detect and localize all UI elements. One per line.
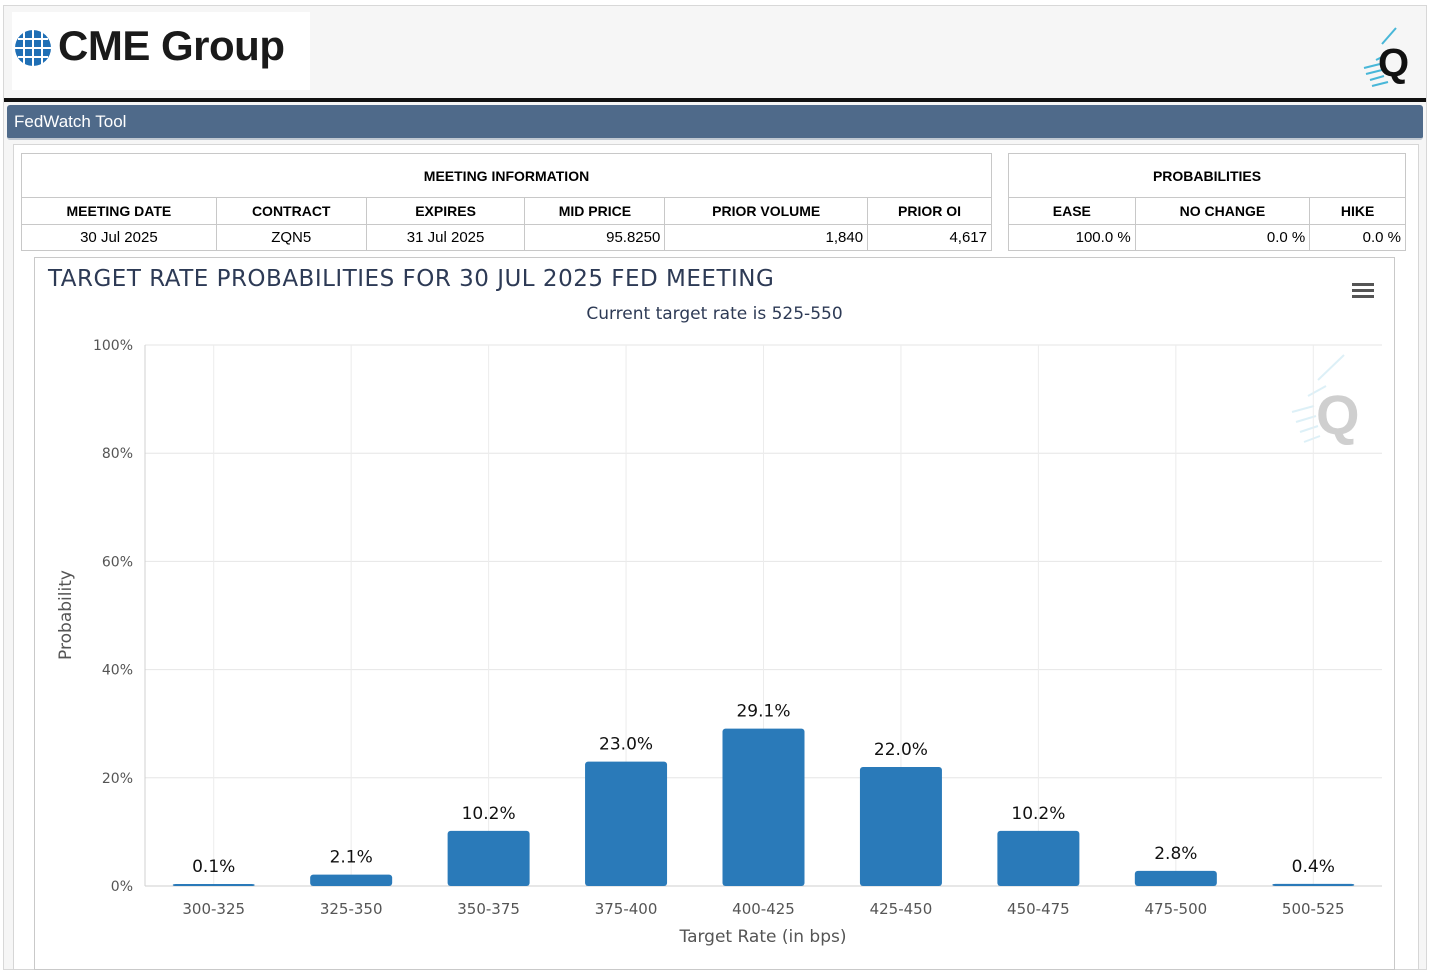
no-change-value: 0.0 % (1134, 224, 1311, 251)
tool-title: FedWatch Tool (14, 112, 127, 131)
svg-text:Q: Q (1378, 41, 1409, 85)
tool-title-bar: FedWatch Tool (7, 105, 1423, 140)
data-label: 23.0% (599, 735, 653, 755)
y-tick-label: 100% (93, 338, 133, 354)
data-label: 22.0% (874, 740, 928, 760)
expires-value: 31 Jul 2025 (365, 224, 526, 251)
probabilities-table: PROBABILITIES EASE NO CHANGE HIKE 100.0 … (1008, 153, 1406, 251)
chart-subtitle: Current target rate is 525-550 (586, 304, 843, 324)
col-prior-oi: PRIOR OI (867, 197, 992, 225)
x-tick-label: 450-475 (1007, 900, 1070, 918)
header-divider (4, 98, 1426, 102)
x-tick-label: 325-350 (320, 900, 383, 918)
data-label: 0.4% (1292, 857, 1335, 877)
x-tick-label: 400-425 (732, 900, 795, 918)
y-tick-label: 0% (111, 879, 133, 895)
data-label: 29.1% (736, 702, 790, 722)
col-ease: EASE (1008, 197, 1136, 225)
meeting-information-heading: MEETING INFORMATION (21, 153, 992, 198)
data-label: 2.1% (330, 848, 373, 868)
brand-name: CME Group (58, 22, 285, 69)
y-tick-label: 80% (102, 446, 133, 462)
col-no-change: NO CHANGE (1134, 197, 1311, 225)
chart-subtitle-wrap: Current target rate is 525-550 (0, 304, 1431, 324)
prior-oi-value: 4,617 (867, 224, 992, 251)
y-tick-label: 60% (102, 554, 133, 570)
data-label: 2.8% (1154, 844, 1197, 864)
table-row: 100.0 % 0.0 % 0.0 % (1008, 224, 1406, 251)
ease-value: 100.0 % (1008, 224, 1136, 251)
bar-450-475[interactable] (997, 830, 1080, 886)
watermark-q-icon: Q (1291, 354, 1360, 446)
cme-logo[interactable] (12, 12, 310, 90)
data-label: 10.2% (462, 804, 516, 824)
col-contract: CONTRACT (215, 197, 367, 225)
chart-container (34, 257, 1395, 970)
y-tick-label: 40% (102, 663, 133, 679)
bar-325-350[interactable] (310, 874, 393, 886)
site-header (4, 6, 1426, 100)
x-tick-label: 350-375 (457, 900, 520, 918)
globe-icon (15, 30, 51, 66)
x-axis-title: Target Rate (in bps) (679, 927, 847, 947)
col-prior-volume: PRIOR VOLUME (664, 197, 869, 225)
col-expires: EXPIRES (365, 197, 526, 225)
x-tick-label: 300-325 (182, 900, 245, 918)
contract-value: ZQN5 (215, 224, 367, 251)
bar-400-425[interactable] (722, 728, 805, 886)
x-tick-label: 425-450 (870, 900, 933, 918)
table-row: 30 Jul 2025 ZQN5 31 Jul 2025 95.8250 1,8… (21, 224, 992, 251)
y-axis-title: Probability (56, 570, 76, 660)
svg-text:Q: Q (1316, 383, 1360, 446)
data-label: 0.1% (192, 857, 235, 877)
bar-300-325[interactable] (172, 884, 255, 886)
bar-375-400[interactable] (585, 761, 668, 886)
x-tick-label: 500-525 (1282, 900, 1345, 918)
meeting-information-table: MEETING INFORMATION MEETING DATE CONTRAC… (21, 153, 992, 251)
probabilities-heading: PROBABILITIES (1008, 153, 1406, 198)
hike-value: 0.0 % (1309, 224, 1406, 251)
data-label: 10.2% (1011, 804, 1065, 824)
bar-500-525[interactable] (1272, 883, 1355, 886)
prior-volume-value: 1,840 (664, 224, 869, 251)
x-tick-label: 375-400 (595, 900, 658, 918)
chart-menu-icon[interactable] (1352, 283, 1374, 303)
bar-425-450[interactable] (859, 766, 942, 886)
bar-350-375[interactable] (447, 830, 530, 886)
x-tick-label: 475-500 (1144, 900, 1207, 918)
quikstrike-logo-icon: Q (1363, 27, 1409, 87)
meeting-date-value: 30 Jul 2025 (21, 224, 217, 251)
bar-475-500[interactable] (1134, 870, 1217, 886)
chart-title: TARGET RATE PROBABILITIES FOR 30 JUL 202… (48, 266, 775, 292)
mid-price-value: 95.8250 (524, 224, 666, 251)
col-mid-price: MID PRICE (524, 197, 666, 225)
y-tick-label: 20% (102, 771, 133, 787)
